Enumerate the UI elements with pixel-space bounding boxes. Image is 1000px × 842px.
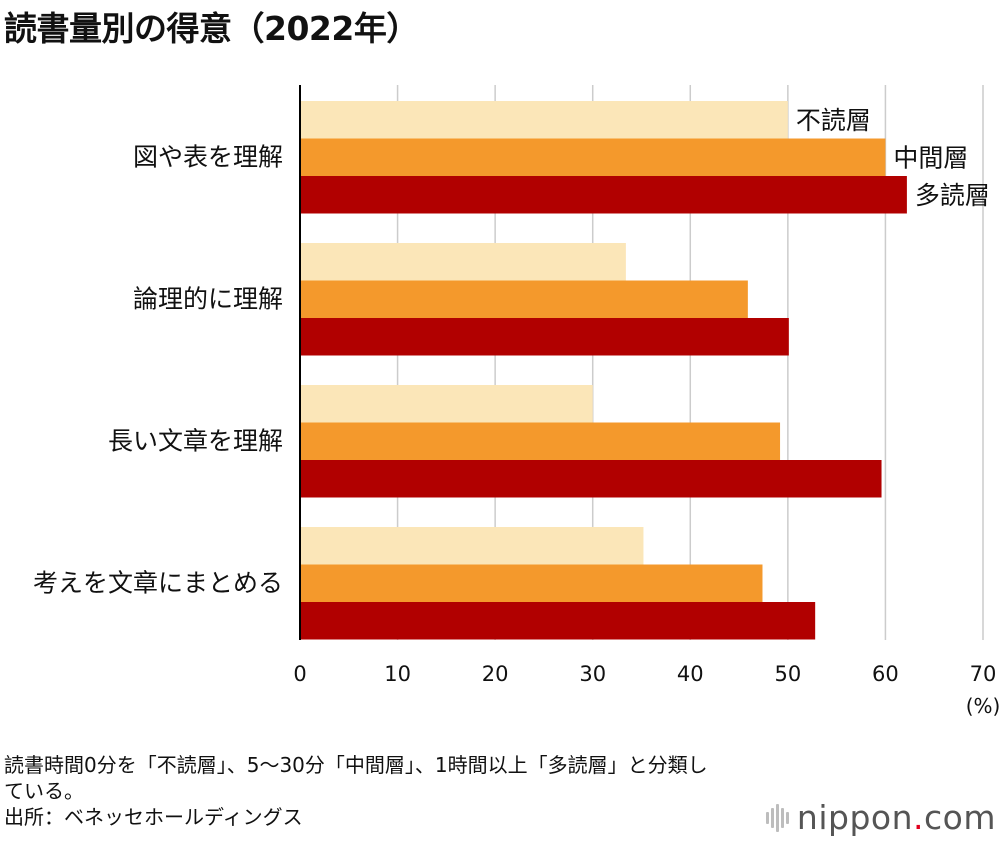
- series-label: 不読層: [796, 106, 871, 135]
- bar: [300, 243, 626, 281]
- bar: [300, 280, 748, 318]
- bar: [300, 318, 789, 356]
- nippon-logo-bars-icon: [765, 803, 789, 832]
- footnote: 読書時間0分を「不読層」、5～30分「中間層」、1時間以上「多読層」と分類し て…: [4, 752, 804, 830]
- category-label: 図や表を理解: [133, 142, 283, 171]
- chart-title: 読書量別の得意（2022年）: [4, 9, 419, 48]
- x-tick-label: 50: [774, 662, 801, 686]
- x-tick-label: 20: [482, 662, 509, 686]
- bar: [300, 101, 788, 139]
- category-label: 論理的に理解: [133, 284, 283, 313]
- x-tick-label: 40: [677, 662, 704, 686]
- source-note: 出所：ベネッセホールディングス: [4, 805, 303, 829]
- x-tick-label: 0: [293, 662, 306, 686]
- nippon-logo: nippon.com: [765, 798, 996, 837]
- bar: [300, 460, 882, 498]
- bar: [300, 422, 781, 460]
- bar: [300, 176, 907, 214]
- category-label: 考えを文章にまとめる: [33, 568, 283, 597]
- bar: [300, 138, 886, 176]
- bar: [300, 385, 593, 423]
- logo-tld: com: [924, 798, 996, 837]
- bar: [300, 527, 644, 565]
- x-tick-labels: 0 10 20 30 40 50 60 70: [293, 662, 996, 686]
- x-tick-label: 30: [579, 662, 606, 686]
- category-label: 長い文章を理解: [108, 426, 283, 455]
- footnote-line-2: ている。: [4, 779, 84, 803]
- x-tick-label: 10: [384, 662, 411, 686]
- x-tick-label: 60: [872, 662, 899, 686]
- footnote-line-1: 読書時間0分を「不読層」、5～30分「中間層」、1時間以上「多読層」と分類し: [4, 753, 708, 777]
- bars: [300, 101, 907, 640]
- bar: [300, 564, 763, 602]
- x-unit-label: (%): [966, 694, 1000, 718]
- series-label: 中間層: [893, 143, 968, 172]
- logo-wordmark: nippon.com: [797, 798, 996, 837]
- logo-dot: .: [913, 798, 925, 837]
- x-tick-label: 70: [970, 662, 997, 686]
- bar: [300, 602, 816, 640]
- series-label: 多読層: [915, 181, 990, 210]
- logo-brand: nippon: [796, 798, 914, 837]
